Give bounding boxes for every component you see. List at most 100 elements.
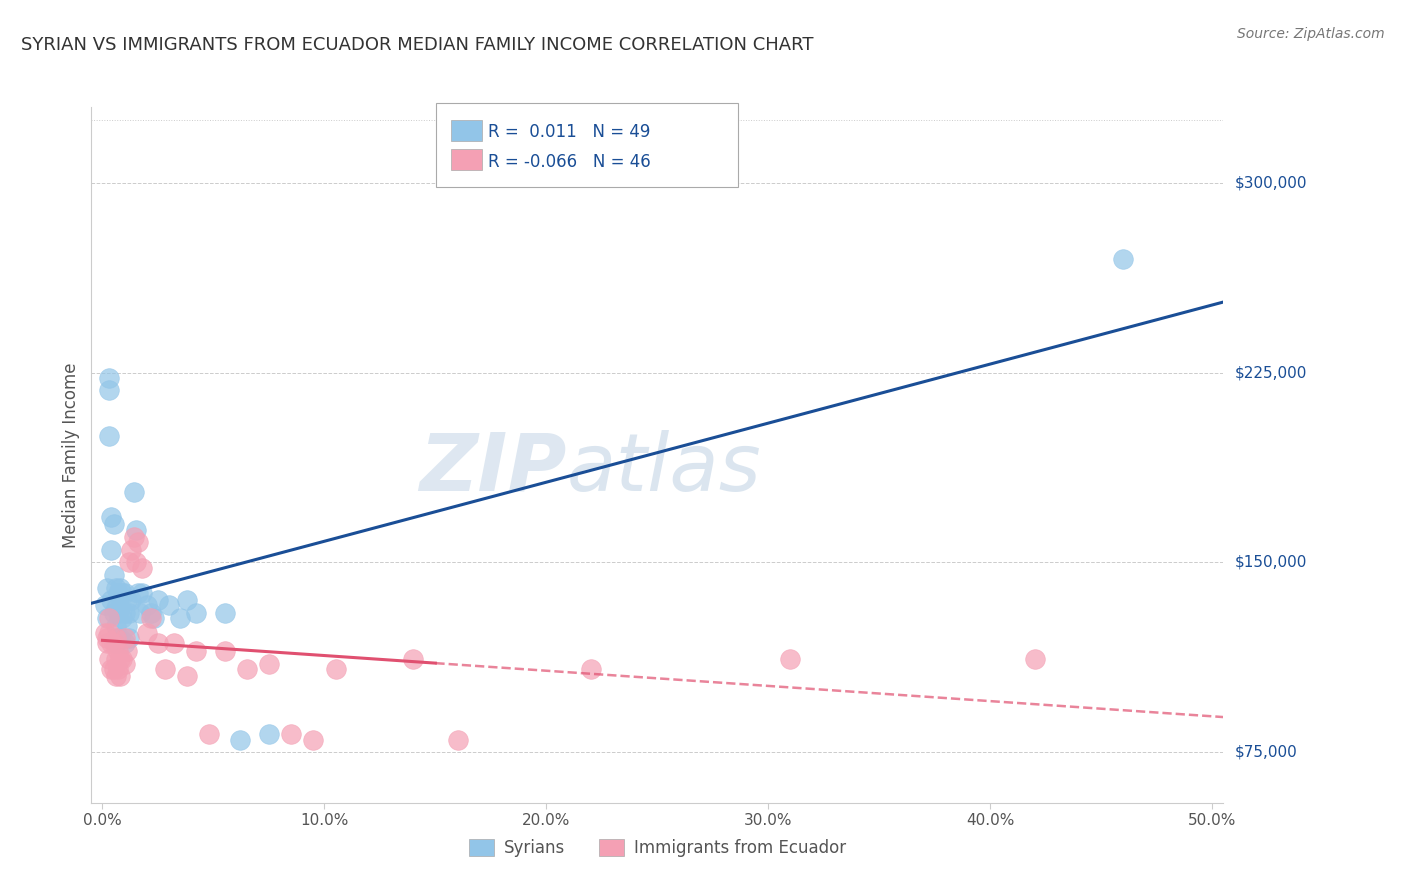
Point bbox=[103, 662, 125, 676]
Point bbox=[104, 632, 127, 646]
Point bbox=[104, 669, 127, 683]
Point bbox=[104, 651, 127, 665]
Point bbox=[131, 586, 153, 600]
Point bbox=[162, 636, 184, 650]
Point bbox=[100, 509, 122, 524]
Point bbox=[141, 606, 163, 620]
Point bbox=[579, 662, 602, 676]
Y-axis label: Median Family Income: Median Family Income bbox=[62, 362, 80, 548]
Point bbox=[110, 601, 132, 615]
Point bbox=[120, 593, 142, 607]
Point bbox=[98, 429, 121, 443]
Point bbox=[122, 530, 145, 544]
Point bbox=[107, 586, 129, 600]
Point bbox=[103, 517, 125, 532]
Point bbox=[110, 632, 132, 646]
Point bbox=[111, 611, 134, 625]
Point bbox=[98, 611, 121, 625]
Text: $300,000: $300,000 bbox=[1234, 176, 1306, 190]
Point bbox=[114, 657, 136, 671]
Point bbox=[214, 644, 236, 658]
Text: R =  0.011   N = 49: R = 0.011 N = 49 bbox=[488, 123, 650, 141]
Text: R = -0.066   N = 46: R = -0.066 N = 46 bbox=[488, 153, 651, 170]
Point bbox=[131, 560, 153, 574]
Point bbox=[110, 669, 132, 683]
Point bbox=[229, 732, 252, 747]
Point bbox=[129, 606, 152, 620]
Point bbox=[96, 636, 118, 650]
Point bbox=[115, 644, 138, 658]
Point bbox=[110, 651, 132, 665]
Text: SYRIAN VS IMMIGRANTS FROM ECUADOR MEDIAN FAMILY INCOME CORRELATION CHART: SYRIAN VS IMMIGRANTS FROM ECUADOR MEDIAN… bbox=[21, 36, 814, 54]
Text: ZIP: ZIP bbox=[419, 430, 567, 508]
Point bbox=[118, 606, 141, 620]
Point bbox=[125, 556, 148, 570]
Point bbox=[446, 732, 468, 747]
Point bbox=[98, 651, 121, 665]
Point bbox=[146, 593, 169, 607]
Point bbox=[104, 636, 127, 650]
Point bbox=[96, 581, 118, 595]
Point bbox=[98, 626, 121, 640]
Point bbox=[114, 636, 136, 650]
Point bbox=[107, 606, 129, 620]
Point bbox=[100, 636, 122, 650]
Point bbox=[100, 662, 122, 676]
Text: $150,000: $150,000 bbox=[1234, 555, 1306, 570]
Point bbox=[184, 644, 207, 658]
Point bbox=[142, 611, 165, 625]
Point bbox=[114, 632, 136, 646]
Point bbox=[184, 606, 207, 620]
Point bbox=[779, 651, 801, 665]
Text: atlas: atlas bbox=[567, 430, 762, 508]
Point bbox=[110, 581, 132, 595]
Point bbox=[96, 632, 118, 646]
Point bbox=[176, 669, 198, 683]
Point bbox=[96, 611, 118, 625]
Point bbox=[104, 601, 127, 615]
Point bbox=[107, 644, 129, 658]
Point bbox=[135, 599, 157, 613]
Point bbox=[115, 618, 138, 632]
Point bbox=[127, 586, 149, 600]
Legend: Syrians, Immigrants from Ecuador: Syrians, Immigrants from Ecuador bbox=[463, 832, 852, 864]
Point bbox=[122, 484, 145, 499]
Point bbox=[1024, 651, 1046, 665]
Point bbox=[125, 523, 148, 537]
Point bbox=[107, 662, 129, 676]
Point bbox=[104, 581, 127, 595]
Point bbox=[325, 662, 347, 676]
Point bbox=[402, 651, 425, 665]
Point bbox=[118, 556, 141, 570]
Point bbox=[114, 586, 136, 600]
Point bbox=[153, 662, 176, 676]
Text: $225,000: $225,000 bbox=[1234, 365, 1306, 380]
Point bbox=[115, 593, 138, 607]
Point bbox=[141, 611, 163, 625]
Point bbox=[257, 657, 280, 671]
Point bbox=[100, 542, 122, 557]
Point bbox=[214, 606, 236, 620]
Point bbox=[103, 568, 125, 582]
Point bbox=[157, 599, 180, 613]
Point bbox=[93, 599, 115, 613]
Point bbox=[127, 535, 149, 549]
Point bbox=[107, 632, 129, 646]
Point bbox=[103, 636, 125, 650]
Point bbox=[120, 542, 142, 557]
Point bbox=[198, 727, 221, 741]
Point bbox=[98, 384, 121, 398]
Text: Source: ZipAtlas.com: Source: ZipAtlas.com bbox=[1237, 27, 1385, 41]
Point bbox=[98, 370, 121, 384]
Point bbox=[135, 626, 157, 640]
Point bbox=[169, 611, 191, 625]
Point bbox=[146, 636, 169, 650]
Point bbox=[103, 606, 125, 620]
Point bbox=[104, 618, 127, 632]
Point bbox=[257, 727, 280, 741]
Point bbox=[302, 732, 325, 747]
Point bbox=[235, 662, 257, 676]
Point bbox=[100, 593, 122, 607]
Point bbox=[93, 626, 115, 640]
Point bbox=[176, 593, 198, 607]
